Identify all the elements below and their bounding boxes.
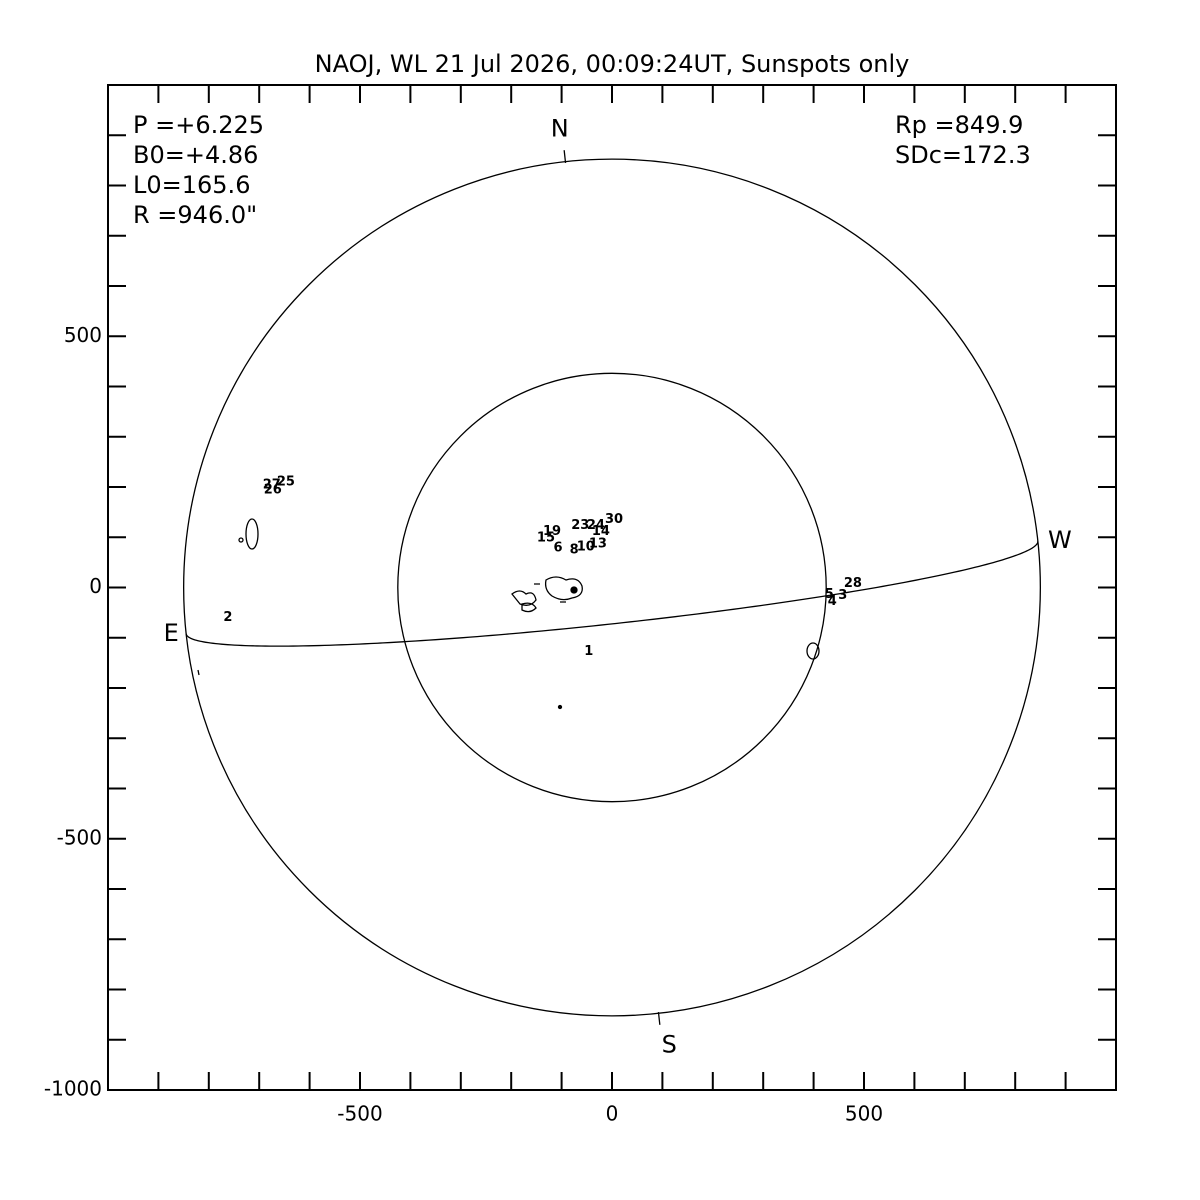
info-text: P =+6.225 (133, 111, 264, 139)
spot-contour (570, 586, 578, 594)
spot-label: 2 (223, 610, 232, 625)
info-text: R =946.0" (133, 201, 257, 229)
spot-label: 5 (825, 587, 834, 602)
chart-title: NAOJ, WL 21 Jul 2026, 00:09:24UT, Sunspo… (315, 50, 910, 78)
spot-label: 13 (589, 536, 607, 551)
spot-label: 1 (584, 644, 593, 659)
direction-label: S (662, 1031, 677, 1059)
spot-label: 4 (828, 594, 837, 609)
inner-circle (397, 372, 827, 803)
spot-label: 24 (587, 518, 605, 533)
spot-contour (511, 576, 583, 613)
info-text: Rp =849.9 (895, 111, 1023, 139)
spot-contour (238, 537, 244, 543)
y-tick-label: -1000 (44, 1077, 102, 1101)
spot-label: 10 (577, 539, 595, 554)
pole-tick (563, 150, 567, 164)
y-tick-label: -500 (57, 825, 102, 849)
x-tick-label: -500 (337, 1102, 382, 1126)
spot-label: 28 (844, 576, 862, 591)
info-text: B0=+4.86 (133, 141, 258, 169)
info-text: SDc=172.3 (895, 141, 1031, 169)
spot-label: 26 (264, 483, 282, 498)
spot-label: 19 (543, 524, 561, 539)
spot-label: 27 (263, 477, 281, 492)
direction-label: W (1048, 526, 1072, 554)
direction-label: E (164, 619, 179, 647)
spot-contour (197, 669, 200, 676)
equator (185, 541, 1039, 647)
x-tick-label: 0 (606, 1102, 619, 1126)
spot-label: 8 (570, 542, 579, 557)
spot-label: 14 (592, 524, 610, 539)
spot-label: 23 (571, 518, 589, 533)
y-tick-label: 0 (89, 574, 102, 598)
spot-label: 15 (537, 530, 555, 545)
pole-tick (657, 1011, 661, 1025)
direction-label: N (551, 114, 569, 142)
info-text: L0=165.6 (133, 171, 250, 199)
spot-label: 25 (277, 474, 295, 489)
spot-label: 3 (838, 588, 847, 603)
spot-contour (245, 518, 259, 550)
plot-frame (107, 84, 1117, 1091)
spot-contour (557, 704, 563, 710)
spot-label: 30 (605, 512, 623, 527)
spot-contours (197, 518, 820, 710)
solar-limb (183, 158, 1041, 1017)
x-tick-label: 500 (845, 1102, 883, 1126)
spot-contour (806, 642, 820, 660)
spot-label: 6 (554, 540, 563, 555)
y-tick-label: 500 (64, 323, 102, 347)
